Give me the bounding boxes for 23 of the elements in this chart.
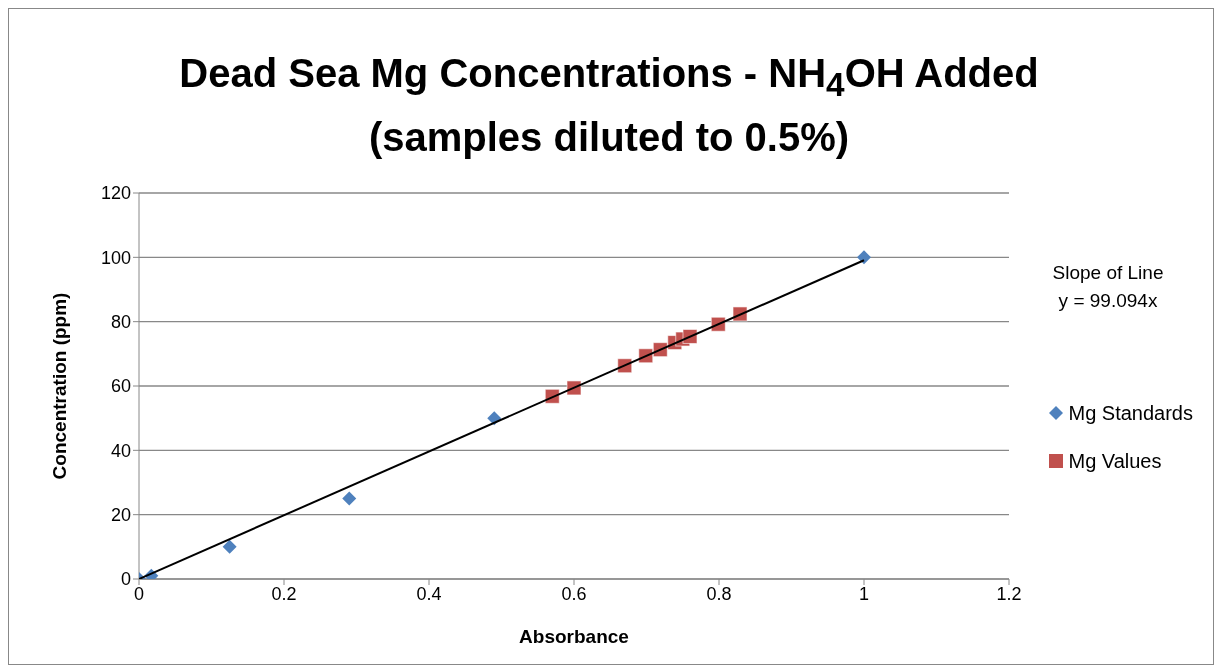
x-tick-label: 0.2 [271, 583, 297, 604]
point [222, 539, 237, 554]
y-axis-title: Concentration (ppm) [48, 292, 70, 480]
legend-label: Mg Standards [1067, 400, 1193, 426]
x-tick-label: 0.6 [561, 583, 587, 604]
y-tick-label: 20 [110, 505, 131, 526]
x-tick-label: 0 [133, 583, 145, 604]
x-tick-label: 1.2 [996, 583, 1022, 604]
y-tick-label: 0 [120, 569, 131, 590]
x-tick-label: 0.8 [706, 583, 732, 604]
legend-label: Mg Values [1067, 448, 1163, 474]
x-tick-label: 1 [858, 583, 870, 604]
y-tick-label: 120 [100, 183, 131, 204]
y-tick-label: 100 [100, 247, 131, 268]
y-tick-label: 40 [110, 440, 131, 461]
x-tick-label: 0.4 [416, 583, 442, 604]
text: Slope of Line y = 99.094x [1051, 261, 1165, 313]
y-tick-label: 80 [110, 312, 131, 333]
y-tick-label: 60 [110, 376, 131, 397]
point [857, 250, 871, 265]
chart-title: Dead Sea Mg Concentrations - NH$_{4}$OH Added (samples diluted to 0.5%) [178, 50, 1040, 161]
point [342, 491, 357, 506]
x-axis-title: Absorbance [519, 626, 629, 647]
